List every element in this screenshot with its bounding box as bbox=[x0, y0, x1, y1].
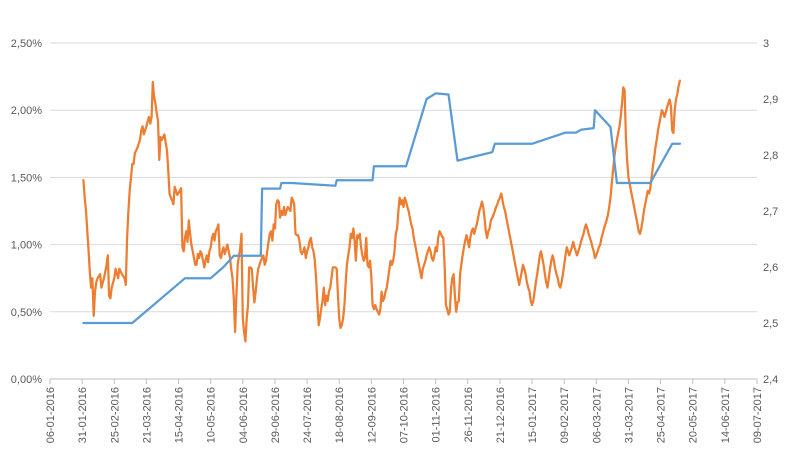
x-tick-label: 25-04-2017 bbox=[656, 387, 668, 443]
x-tick-label: 07-10-2016 bbox=[399, 387, 411, 443]
y-left-tick-label: 2,00% bbox=[11, 105, 42, 117]
right-axis-tick-labels: 2,4 2,5 2,6 2,7 2,8 2,9 3 bbox=[763, 38, 778, 386]
x-tick-label: 21-12-2016 bbox=[495, 387, 507, 443]
y-left-tick-label: 2,50% bbox=[11, 38, 42, 50]
y-right-tick-label: 3 bbox=[763, 38, 769, 50]
x-tick-label: 21-03-2016 bbox=[141, 387, 153, 443]
x-tick-label: 15-01-2017 bbox=[527, 387, 539, 443]
x-tick-label: 09-07-2017 bbox=[752, 387, 764, 443]
x-tick-label: 20-05-2017 bbox=[688, 387, 700, 443]
x-tick-label: 15-04-2016 bbox=[174, 387, 186, 443]
x-tick-label: 12-09-2016 bbox=[366, 387, 378, 443]
series-group bbox=[82, 79, 682, 343]
series-line-right-axis bbox=[82, 92, 682, 325]
y-right-tick-label: 2,4 bbox=[763, 374, 778, 386]
x-tick-label: 04-06-2016 bbox=[238, 387, 250, 443]
x-tick-label: 14-06-2017 bbox=[720, 387, 732, 443]
y-left-tick-label: 1,50% bbox=[11, 172, 42, 184]
y-left-tick-label: 0,00% bbox=[11, 374, 42, 386]
x-axis-tick-labels: 06-01-2016 31-01-2016 25-02-2016 21-03-2016… bbox=[45, 387, 764, 443]
left-axis-tick-labels: 0,00% 0,50% 1,00% 1,50% 2,00% 2,50% bbox=[11, 38, 42, 386]
x-tick-label: 06-01-2016 bbox=[45, 387, 57, 443]
x-tick-label: 29-06-2016 bbox=[270, 387, 282, 443]
y-right-tick-label: 2,8 bbox=[763, 150, 778, 162]
x-tick-label: 31-01-2016 bbox=[77, 387, 89, 443]
x-tick-label: 10-05-2016 bbox=[206, 387, 218, 443]
y-right-tick-label: 2,9 bbox=[763, 94, 778, 106]
x-tick-label: 24-07-2016 bbox=[302, 387, 314, 443]
y-right-tick-label: 2,7 bbox=[763, 206, 778, 218]
x-tick-label: 06-03-2017 bbox=[591, 387, 603, 443]
y-left-tick-label: 1,00% bbox=[11, 240, 42, 252]
series-line-left-axis bbox=[82, 79, 682, 343]
y-right-tick-label: 2,5 bbox=[763, 318, 778, 330]
x-tick-label: 01-11-2016 bbox=[431, 387, 443, 442]
x-tick-label: 31-03-2017 bbox=[623, 387, 635, 443]
y-left-tick-label: 0,50% bbox=[11, 307, 42, 319]
x-tick-label: 18-08-2016 bbox=[334, 387, 346, 443]
x-tick-label: 09-02-2017 bbox=[559, 387, 571, 443]
x-tick-label: 25-02-2016 bbox=[109, 387, 121, 443]
axes bbox=[49, 378, 758, 384]
x-tick-label: 26-11-2016 bbox=[463, 387, 475, 442]
y-right-tick-label: 2,6 bbox=[763, 262, 778, 274]
